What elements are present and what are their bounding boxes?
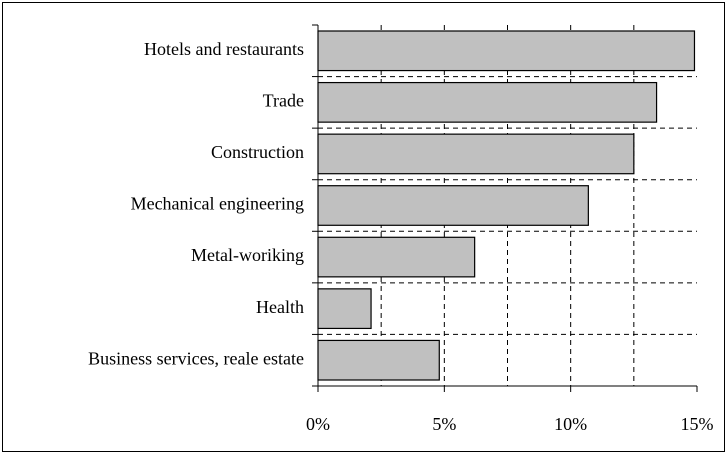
x-tick-label: 15%: [681, 414, 714, 434]
y-tick-label: Mechanical engineering: [131, 194, 304, 214]
bar: [317, 288, 372, 330]
bar: [317, 133, 635, 175]
bar: [317, 185, 589, 226]
y-tick-label: Business services, reale estate: [88, 348, 304, 368]
y-tick-label: Construction: [211, 142, 304, 162]
y-tick-label: Metal-woriking: [191, 245, 304, 265]
bar: [317, 81, 658, 123]
x-tick-label: 10%: [554, 414, 587, 434]
bar: [317, 339, 440, 381]
x-tick-label: 5%: [432, 414, 456, 434]
y-tick-label: Hotels and restaurants: [144, 39, 304, 59]
y-tick-label: Health: [256, 297, 304, 317]
y-tick-label: Trade: [263, 90, 304, 110]
bar: [317, 236, 476, 278]
bar: [317, 30, 696, 72]
x-tick-label: 0%: [306, 414, 330, 434]
